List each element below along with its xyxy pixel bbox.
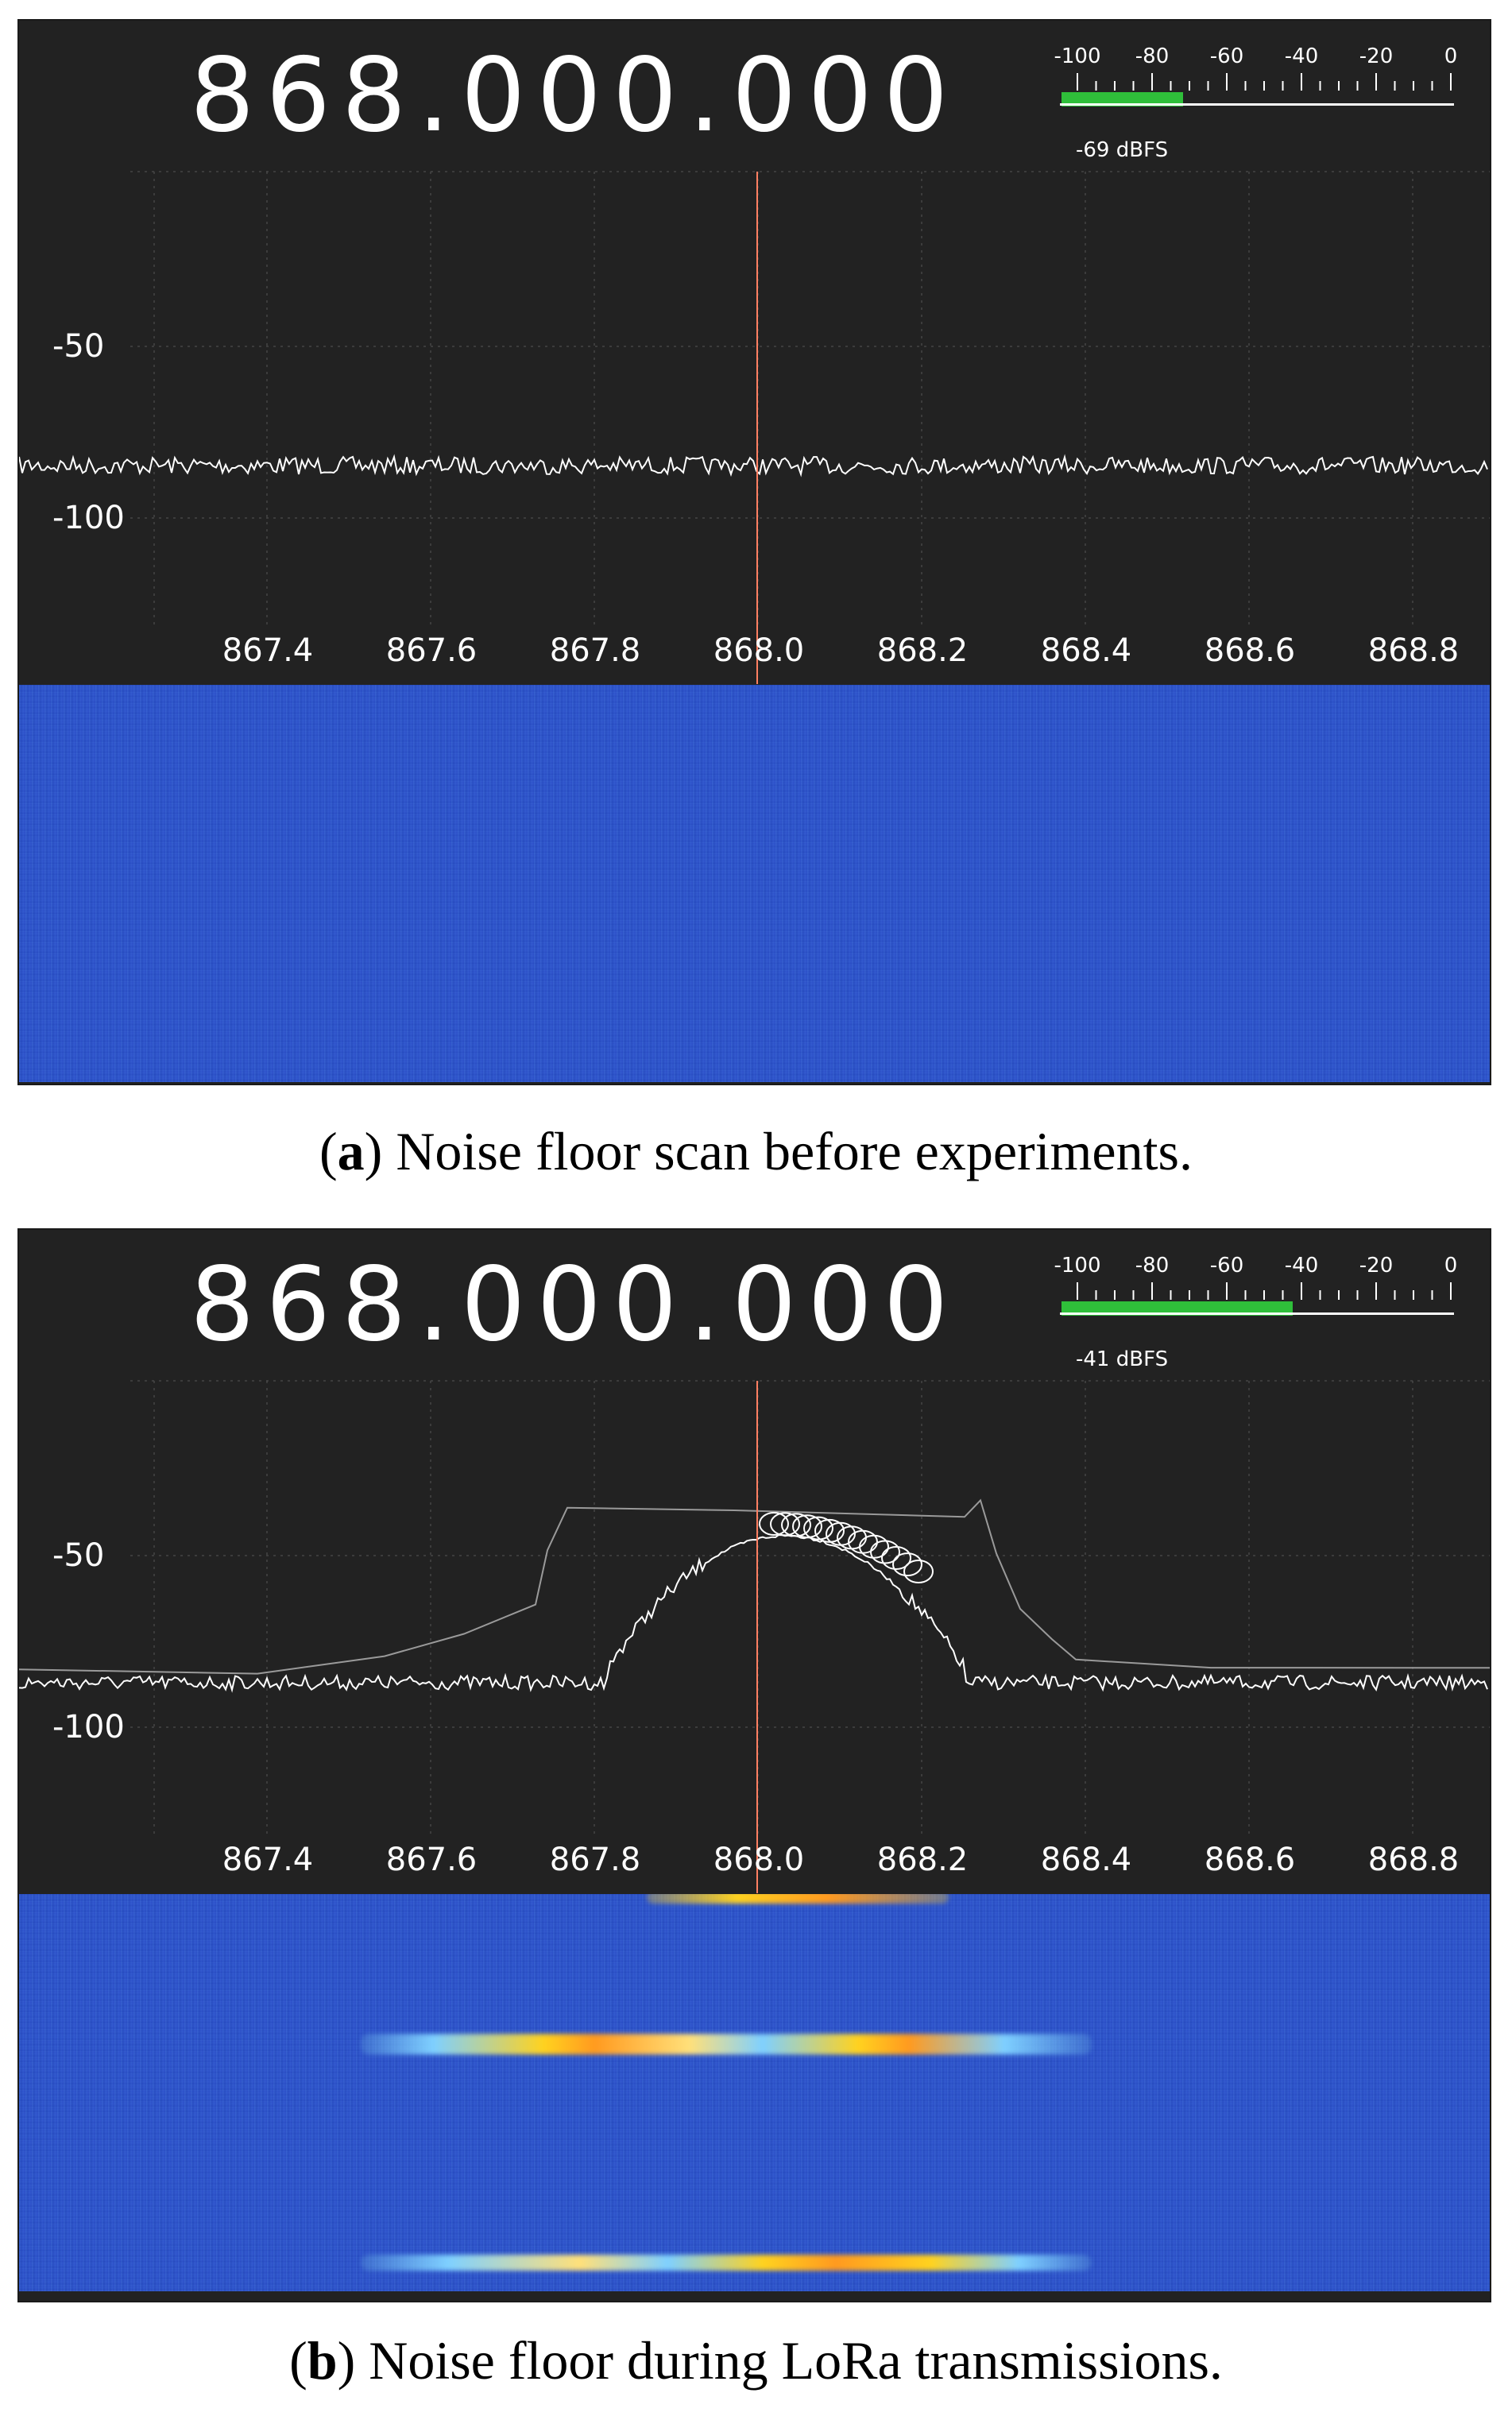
meter-tick-label: -80 <box>1135 44 1170 68</box>
x-tick-label: 868.2 <box>876 632 969 669</box>
x-tick-label: 868.4 <box>1040 1842 1132 1878</box>
meter-level-bar <box>1061 1301 1294 1316</box>
spectrum-trace <box>19 1533 1488 1693</box>
peak-marker <box>870 1540 900 1564</box>
meter-baseline <box>1060 1312 1454 1315</box>
y-tick-label: -50 <box>52 1537 105 1574</box>
spectrum-panel-a: 868.000.000 -100 -80 -60 -40 -20 0 -69 d… <box>17 19 1491 1085</box>
tuning-marker[interactable] <box>756 172 758 684</box>
x-tick-label: 868.6 <box>1204 632 1296 669</box>
x-tick-label: 867.8 <box>549 632 641 669</box>
meter-tick-label: -60 <box>1209 1254 1244 1278</box>
x-tick-label: 868.2 <box>876 1842 969 1878</box>
meter-value: -41 dBFS <box>1076 1347 1169 1371</box>
waterfall-display <box>19 685 1490 1082</box>
max-hold-trace <box>19 1498 1490 1675</box>
caption-text: Noise floor scan before experiments. <box>382 1121 1193 1181</box>
meter-level-bar <box>1061 92 1184 106</box>
lora-burst <box>647 1894 949 1904</box>
meter-tick-label: -60 <box>1209 44 1244 68</box>
meter-tick-label: 0 <box>1444 44 1458 68</box>
meter-tick-label: -20 <box>1359 1254 1394 1278</box>
meter-tick-label: -40 <box>1284 44 1319 68</box>
frequency-readout: 868.000.000 <box>190 1246 960 1364</box>
lora-burst <box>361 2255 1092 2271</box>
signal-meter: -100 -80 -60 -40 -20 0 -41 dBFS <box>1052 1254 1465 1373</box>
meter-tick-label: -40 <box>1284 1254 1319 1278</box>
x-tick-label: 867.6 <box>385 632 478 669</box>
peak-marker <box>881 1545 911 1570</box>
meter-tick-label: -80 <box>1135 1254 1170 1278</box>
waterfall-display <box>19 1894 1490 2291</box>
spectrum-plot <box>19 1380 1490 1834</box>
meter-scale <box>1077 1282 1452 1300</box>
peak-marker <box>792 1514 822 1539</box>
x-tick-label: 868.6 <box>1204 1842 1296 1878</box>
x-tick-label: 867.4 <box>222 1842 314 1878</box>
meter-tick-label: -20 <box>1359 44 1394 68</box>
spectrum-trace <box>19 454 1488 477</box>
meter-tick-label: 0 <box>1444 1254 1458 1278</box>
meter-scale <box>1077 73 1452 91</box>
caption-letter: b <box>307 2330 338 2391</box>
peak-marker <box>759 1512 789 1536</box>
peak-marker <box>770 1512 800 1537</box>
peak-marker <box>803 1516 833 1541</box>
x-tick-label: 868.4 <box>1040 632 1132 669</box>
frequency-readout: 868.000.000 <box>190 37 960 155</box>
caption-letter: a <box>337 1121 365 1181</box>
caption-b: (b) Noise floor during LoRa transmission… <box>289 2330 1223 2391</box>
peak-marker <box>903 1560 934 1583</box>
meter-tick-label: -100 <box>1054 44 1101 68</box>
meter-baseline <box>1060 103 1454 106</box>
x-tick-label: 868.8 <box>1367 1842 1460 1878</box>
x-tick-label: 867.6 <box>385 1842 478 1878</box>
lora-burst <box>361 2034 1092 2055</box>
caption-text: Noise floor during LoRa transmissions. <box>355 2330 1223 2391</box>
tuning-marker[interactable] <box>756 1381 758 1893</box>
y-tick-label: -50 <box>52 328 105 365</box>
meter-value: -69 dBFS <box>1076 138 1169 162</box>
x-tick-label: 868.0 <box>713 632 805 669</box>
peak-marker <box>859 1534 889 1559</box>
peak-marker <box>892 1552 922 1577</box>
x-tick-label: 868.8 <box>1367 632 1460 669</box>
spectrum-plot <box>19 171 1490 624</box>
caption-a: (a) Noise floor scan before experiments. <box>319 1121 1193 1181</box>
meter-tick-label: -100 <box>1054 1254 1101 1278</box>
x-tick-label: 868.0 <box>713 1842 805 1878</box>
signal-meter: -100 -80 -60 -40 -20 0 -69 dBFS <box>1052 44 1465 164</box>
x-tick-label: 867.8 <box>549 1842 641 1878</box>
peak-marker <box>848 1529 878 1554</box>
x-tick-label: 867.4 <box>222 632 314 669</box>
spectrum-panel-b: 868.000.000 -100 -80 -60 -40 -20 0 -41 d… <box>17 1228 1491 2302</box>
y-tick-label: -100 <box>52 500 125 536</box>
y-tick-label: -100 <box>52 1709 125 1745</box>
peak-marker <box>781 1513 811 1537</box>
